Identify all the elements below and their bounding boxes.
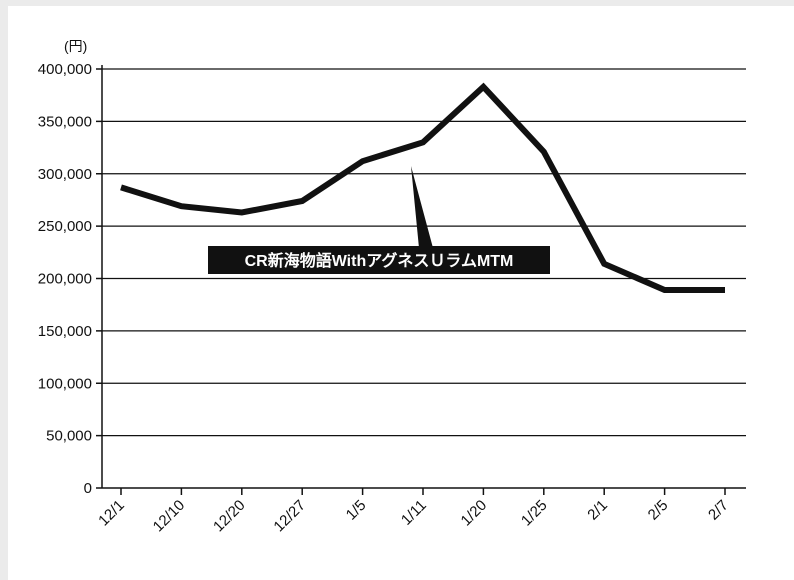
annotation-callout: CR新海物語WithアグネスＵラムMTM (208, 166, 550, 274)
y-tick-label: 50,000 (46, 428, 92, 445)
x-tick-label: 12/20 (210, 497, 249, 536)
chart-card (8, 6, 794, 580)
y-tick-label: 100,000 (38, 375, 92, 392)
x-tick-labels: 12/1 12/10 12/20 12/27 1/5 1/11 1/20 1/25 2/1 2/5… (95, 497, 732, 536)
y-tick-label: 150,000 (38, 323, 92, 340)
x-tick-label: 1/11 (398, 497, 430, 529)
y-tick-label: 0 (84, 480, 92, 497)
y-tick-labels: 0 50,000 100,000 150,000 200,000 250,000 300,0… (38, 61, 92, 497)
callout-pointer (411, 166, 433, 248)
x-tick-label: 2/1 (584, 497, 611, 524)
y-tick-label: 300,000 (38, 166, 92, 183)
x-tick-label: 1/5 (343, 497, 370, 524)
y-tick-label: 250,000 (38, 218, 92, 235)
y-tick-label: 350,000 (38, 113, 92, 130)
x-tick-label: 2/7 (705, 497, 732, 524)
x-tick-label: 1/25 (518, 497, 551, 530)
grid-lines (102, 68, 746, 437)
x-tick-label: 12/1 (95, 497, 128, 530)
y-axis-unit-label: (円) (64, 38, 87, 54)
series-group (120, 82, 726, 294)
callout-box (208, 246, 550, 274)
callout-label: CR新海物語WithアグネスＵラムMTM (245, 251, 514, 270)
x-tick-label: 2/5 (645, 497, 672, 524)
x-tick-label: 12/10 (150, 497, 189, 536)
x-tick-label: 12/27 (270, 497, 309, 536)
y-tick-label: 200,000 (38, 271, 92, 288)
axes (96, 65, 746, 495)
x-tick-label: 1/20 (458, 497, 491, 530)
y-tick-label: 400,000 (38, 61, 92, 78)
